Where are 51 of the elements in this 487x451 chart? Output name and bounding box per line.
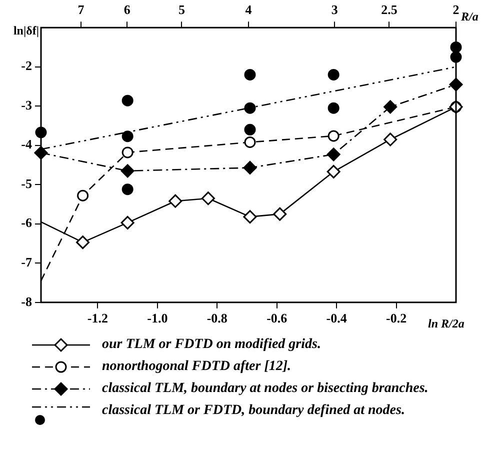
x2-tick-label: 4 — [245, 2, 252, 18]
point — [243, 161, 257, 174]
x-tick-label: -1.2 — [87, 310, 108, 326]
y-tick-label: -7 — [21, 254, 32, 270]
x-tick-label: -0.8 — [206, 310, 228, 326]
x2-axis-title: R/a — [460, 10, 478, 24]
point — [244, 102, 256, 114]
legend-label: classical TLM, boundary at nodes or bisecting branches. — [102, 381, 428, 397]
legend-label: nonorthogonal FDTD after [12]. — [102, 359, 292, 375]
y-tick-label: -8 — [21, 294, 32, 309]
point — [244, 68, 256, 80]
point — [244, 136, 256, 148]
y-tick-label: -4 — [21, 136, 32, 152]
x2-tick-label: 2 — [452, 2, 460, 18]
point — [328, 102, 340, 114]
y-tick-label: -5 — [21, 176, 32, 191]
point — [77, 190, 89, 202]
point — [384, 132, 398, 146]
x-tick-label: -0.6 — [266, 310, 288, 326]
y-tick-label: -2 — [21, 58, 32, 74]
x2-tick-label: 5 — [178, 2, 186, 18]
legend-label: our TLM or FDTD on modified grids. — [102, 337, 321, 353]
point — [384, 100, 398, 114]
point — [273, 207, 287, 221]
x-axis-title: ln R/2a — [428, 316, 464, 330]
point — [122, 146, 134, 158]
point — [328, 68, 340, 80]
point — [122, 184, 134, 196]
point — [122, 130, 134, 142]
point — [120, 216, 134, 230]
point — [76, 236, 90, 250]
x2-tick-label: 6 — [124, 2, 131, 18]
legend-label: classical TLM or FDTD, boundary defined at nodes. — [102, 403, 405, 419]
point — [244, 124, 256, 136]
point — [122, 94, 134, 106]
x2-tick-label: 7 — [78, 2, 85, 18]
point — [326, 164, 340, 178]
x2-tick-label: 3 — [331, 2, 338, 18]
point — [328, 130, 340, 142]
x-tick-label: -1.0 — [147, 310, 168, 326]
point — [120, 164, 134, 178]
x2-tick-label: 2.5 — [381, 2, 398, 18]
y-tick-label: -3 — [21, 97, 32, 112]
point — [201, 192, 215, 206]
y-axis-title: ln|δf| — [13, 24, 39, 38]
x-tick-label: -0.4 — [326, 310, 348, 326]
x-tick-label: -0.2 — [386, 310, 407, 326]
point — [243, 210, 257, 224]
y-tick-label: -6 — [21, 215, 32, 230]
point — [326, 148, 340, 162]
point — [168, 194, 182, 208]
